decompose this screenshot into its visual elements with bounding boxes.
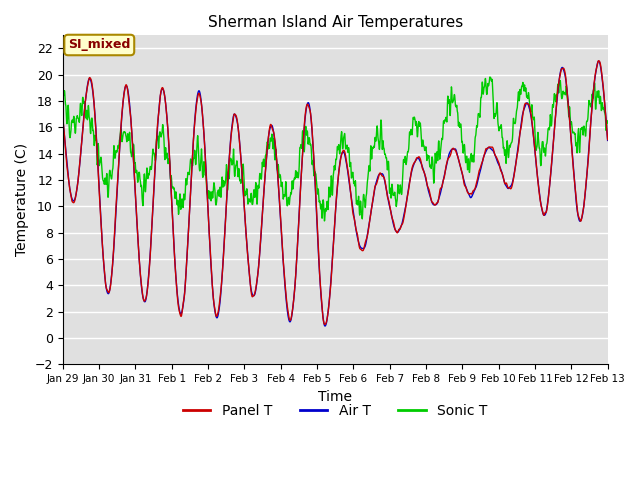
Panel T [493,157,501,163]
Sonic T [321,218,328,224]
Panel T [571,181,579,187]
Air T [571,183,579,189]
Panel T [604,137,611,143]
Sonic T [572,131,579,137]
Air T [211,306,218,312]
Panel T [59,113,67,119]
Air T [556,73,563,79]
Line: Air T: Air T [63,61,607,326]
Legend: Panel T, Air T, Sonic T: Panel T, Air T, Sonic T [177,398,493,423]
Panel T [321,322,328,327]
Title: Sherman Island Air Temperatures: Sherman Island Air Temperatures [207,15,463,30]
Sonic T [211,184,218,190]
Air T [493,159,501,165]
Y-axis label: Temperature (C): Temperature (C) [15,144,29,256]
Panel T [363,235,371,241]
Line: Panel T: Panel T [63,61,607,324]
Air T [595,58,602,64]
Sonic T [486,74,494,80]
Air T [321,323,329,329]
Panel T [556,74,563,80]
Sonic T [604,120,611,126]
Text: SI_mixed: SI_mixed [68,38,131,51]
Panel T [351,220,359,226]
Sonic T [556,79,564,84]
Sonic T [59,83,67,89]
Panel T [595,58,602,64]
Sonic T [351,182,359,188]
X-axis label: Time: Time [318,390,352,404]
Air T [604,138,611,144]
Sonic T [494,118,502,124]
Air T [363,236,371,241]
Sonic T [363,187,371,192]
Air T [351,220,359,226]
Panel T [211,305,218,311]
Line: Sonic T: Sonic T [63,77,607,221]
Air T [59,115,67,120]
